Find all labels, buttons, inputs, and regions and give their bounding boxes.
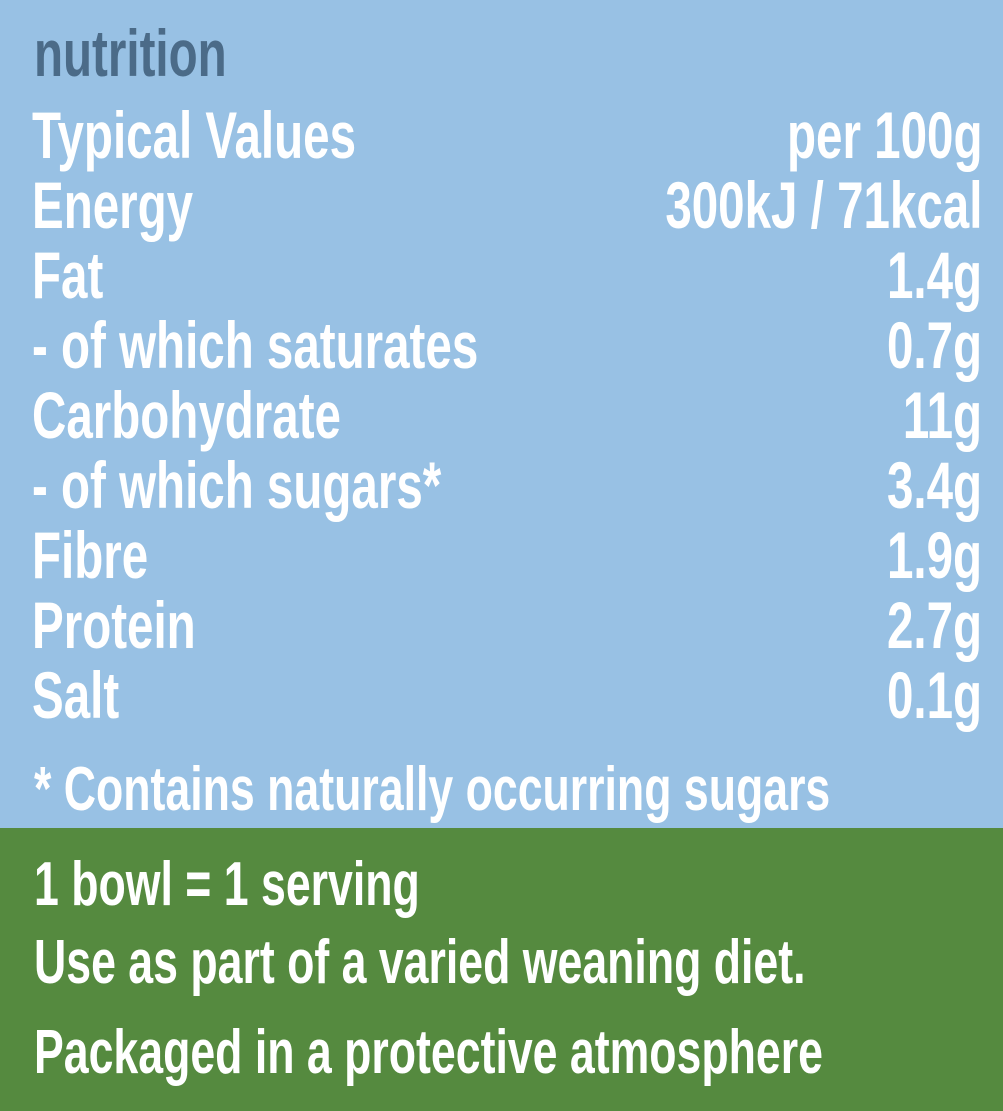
table-row: - of which saturates 0.7g xyxy=(32,310,982,380)
row-label: Fat xyxy=(32,238,104,312)
row-value: 1.9g xyxy=(886,518,982,592)
row-value: 300kJ / 71kcal xyxy=(664,168,982,242)
row-label: Protein xyxy=(32,588,196,662)
nutrition-heading: nutrition xyxy=(34,16,227,90)
row-label: Typical Values xyxy=(32,98,357,172)
nutrition-panel xyxy=(0,0,1003,828)
row-value: 11g xyxy=(902,378,982,452)
row-label: Fibre xyxy=(32,518,149,592)
row-label: - of which saturates xyxy=(32,308,479,382)
table-row: Protein 2.7g xyxy=(32,590,982,660)
row-label: - of which sugars* xyxy=(32,448,442,522)
footnote: * Contains naturally occurring sugars xyxy=(34,755,831,824)
row-value: 0.7g xyxy=(886,308,982,382)
row-value: per 100g xyxy=(786,98,982,172)
packaging-note: Packaged in a protective atmosphere xyxy=(34,1018,823,1087)
table-row: Energy 300kJ / 71kcal xyxy=(32,170,982,240)
row-value: 3.4g xyxy=(886,448,982,522)
serving-note: 1 bowl = 1 serving xyxy=(34,850,420,919)
table-row: Carbohydrate 11g xyxy=(32,380,982,450)
table-row: Salt 0.1g xyxy=(32,660,982,730)
row-label: Salt xyxy=(32,658,120,732)
row-label: Energy xyxy=(32,168,194,242)
row-label: Carbohydrate xyxy=(32,378,341,452)
nutrition-table: Typical Values per 100g Energy 300kJ / 71… xyxy=(32,100,982,730)
table-row: Fibre 1.9g xyxy=(32,520,982,590)
info-panel xyxy=(0,828,1003,1111)
row-value: 0.1g xyxy=(886,658,982,732)
table-header-row: Typical Values per 100g xyxy=(32,100,982,170)
row-value: 2.7g xyxy=(886,588,982,662)
table-row: Fat 1.4g xyxy=(32,240,982,310)
table-row: - of which sugars* 3.4g xyxy=(32,450,982,520)
row-value: 1.4g xyxy=(886,238,982,312)
weaning-note: Use as part of a varied weaning diet. xyxy=(34,928,806,997)
